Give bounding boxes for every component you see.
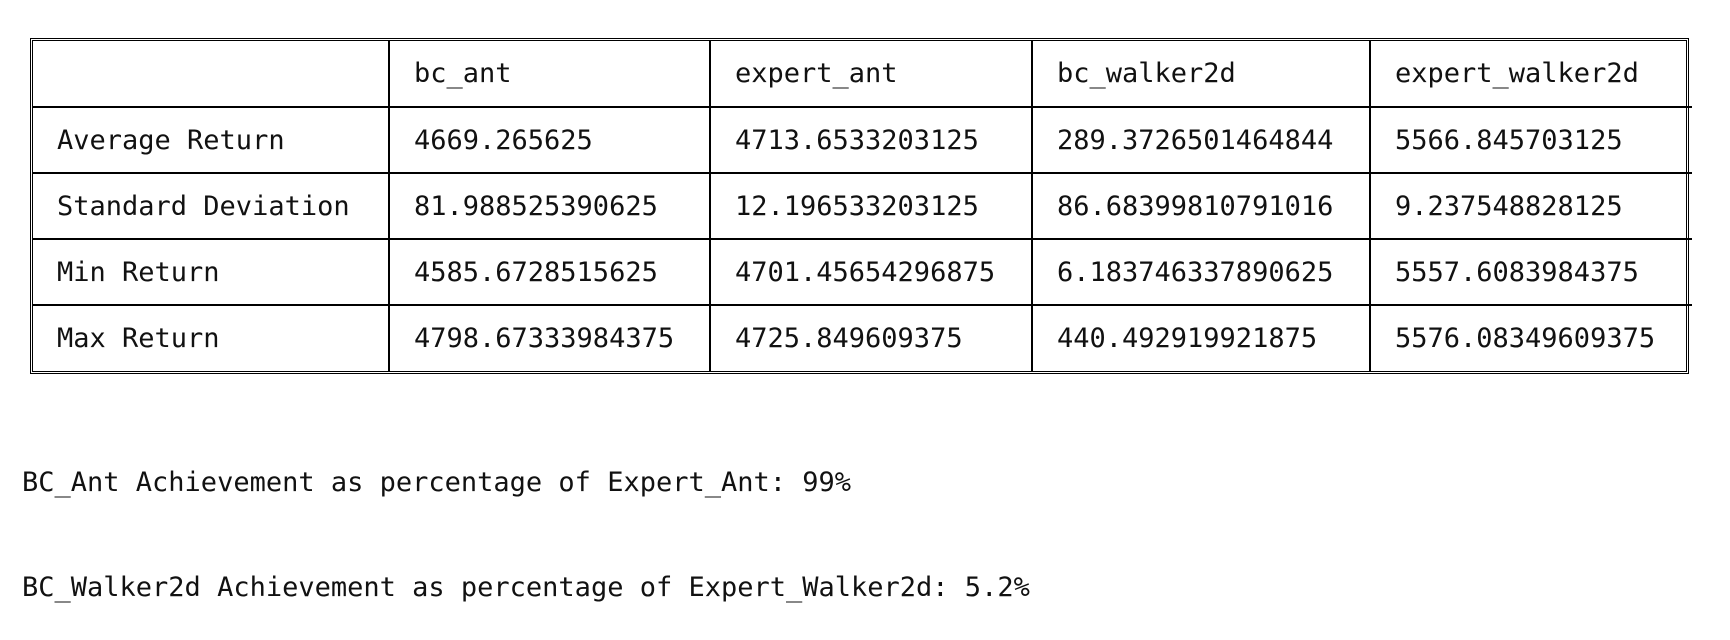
table-cell: 4701.45654296875 (709, 238, 1033, 306)
row-label: Average Return (33, 107, 390, 174)
table-cell: 6.183746337890625 (1031, 238, 1371, 306)
table-cell: 4725.849609375 (709, 304, 1033, 371)
table-row-max-return: Max Return 4798.67333984375 4725.8496093… (33, 304, 1692, 371)
table-cell: 289.3726501464844 (1031, 107, 1371, 174)
row-label: Min Return (33, 238, 390, 306)
row-label: Standard Deviation (33, 172, 390, 240)
column-header-expert-ant: expert_ant (709, 41, 1033, 108)
table-cell: 440.492919921875 (1031, 304, 1371, 371)
table-row-standard-deviation: Standard Deviation 81.988525390625 12.19… (33, 172, 1692, 240)
corner-header-cell (33, 41, 390, 108)
column-header-bc-walker2d: bc_walker2d (1031, 41, 1371, 108)
table-header-row: bc_ant expert_ant bc_walker2d expert_wal… (33, 41, 1692, 108)
column-header-expert-walker2d: expert_walker2d (1369, 41, 1692, 108)
results-table-frame: bc_ant expert_ant bc_walker2d expert_wal… (30, 38, 1692, 374)
table-cell: 86.68399810791016 (1031, 172, 1371, 240)
row-label: Max Return (33, 304, 390, 371)
table-cell: 81.988525390625 (388, 172, 711, 240)
output-notes: BC_Ant Achievement as percentage of Expe… (22, 395, 1030, 640)
table-cell: 4798.67333984375 (388, 304, 711, 371)
table-cell: 5566.845703125 (1369, 107, 1692, 174)
table-cell: 12.196533203125 (709, 172, 1033, 240)
table-cell: 4713.6533203125 (709, 107, 1033, 174)
table-cell: 4585.6728515625 (388, 238, 711, 306)
table-row-average-return: Average Return 4669.265625 4713.65332031… (33, 107, 1692, 174)
table-row-min-return: Min Return 4585.6728515625 4701.45654296… (33, 238, 1692, 306)
bc-walker2d-achievement-note: BC_Walker2d Achievement as percentage of… (22, 572, 1030, 603)
table-cell: 4669.265625 (388, 107, 711, 174)
table-cell: 5557.6083984375 (1369, 238, 1692, 306)
results-table: bc_ant expert_ant bc_walker2d expert_wal… (33, 41, 1692, 371)
column-header-bc-ant: bc_ant (388, 41, 711, 108)
table-cell: 9.237548828125 (1369, 172, 1692, 240)
bc-ant-achievement-note: BC_Ant Achievement as percentage of Expe… (22, 467, 852, 498)
table-cell: 5576.08349609375 (1369, 304, 1692, 371)
